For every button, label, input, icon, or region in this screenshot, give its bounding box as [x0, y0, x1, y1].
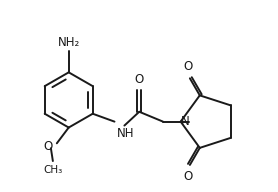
Text: N: N: [180, 115, 189, 128]
Text: CH₃: CH₃: [43, 165, 63, 175]
Text: O: O: [135, 73, 144, 86]
Text: NH: NH: [116, 127, 134, 140]
Text: NH₂: NH₂: [58, 36, 80, 49]
Text: O: O: [183, 170, 193, 183]
Text: O: O: [183, 60, 193, 73]
Text: O: O: [44, 140, 53, 153]
